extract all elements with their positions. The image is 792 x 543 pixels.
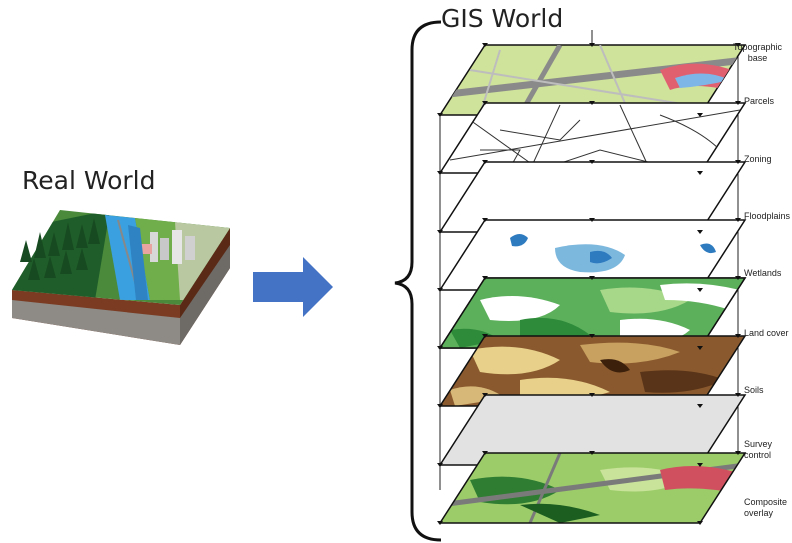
layer-label-topographic-base: Topographic base xyxy=(733,42,782,64)
layer-label-soils: Soils xyxy=(744,385,764,395)
layer-composite-overlay xyxy=(438,452,747,524)
layer-label-line: Composite xyxy=(744,497,788,507)
layer-label-composite-overlay: Composite overlay xyxy=(744,497,787,519)
layer-label-zoning: Zoning xyxy=(744,154,772,164)
layer-label-line: control xyxy=(744,450,772,460)
layer-label-survey-control: Survey control xyxy=(744,439,772,461)
right-arrow-icon xyxy=(253,257,333,317)
layer-label-floodplains: Floodplains xyxy=(744,211,791,221)
landscape-block-image xyxy=(12,210,230,345)
layer-label-line: base xyxy=(747,53,768,63)
curly-brace xyxy=(394,20,442,542)
layer-label-line: overlay xyxy=(744,508,774,518)
layer-soils xyxy=(438,335,747,407)
real-world-title: Real World xyxy=(22,166,156,195)
layer-label-land-cover: Land cover xyxy=(744,328,789,338)
layer-label-line: Topographic xyxy=(733,42,783,52)
layer-land-cover xyxy=(438,277,747,349)
layer-label-line: Survey xyxy=(744,439,773,449)
layer-label-parcels: Parcels xyxy=(744,96,775,106)
layer-label-wetlands: Wetlands xyxy=(744,268,782,278)
gis-world-title: GIS World xyxy=(441,4,564,33)
